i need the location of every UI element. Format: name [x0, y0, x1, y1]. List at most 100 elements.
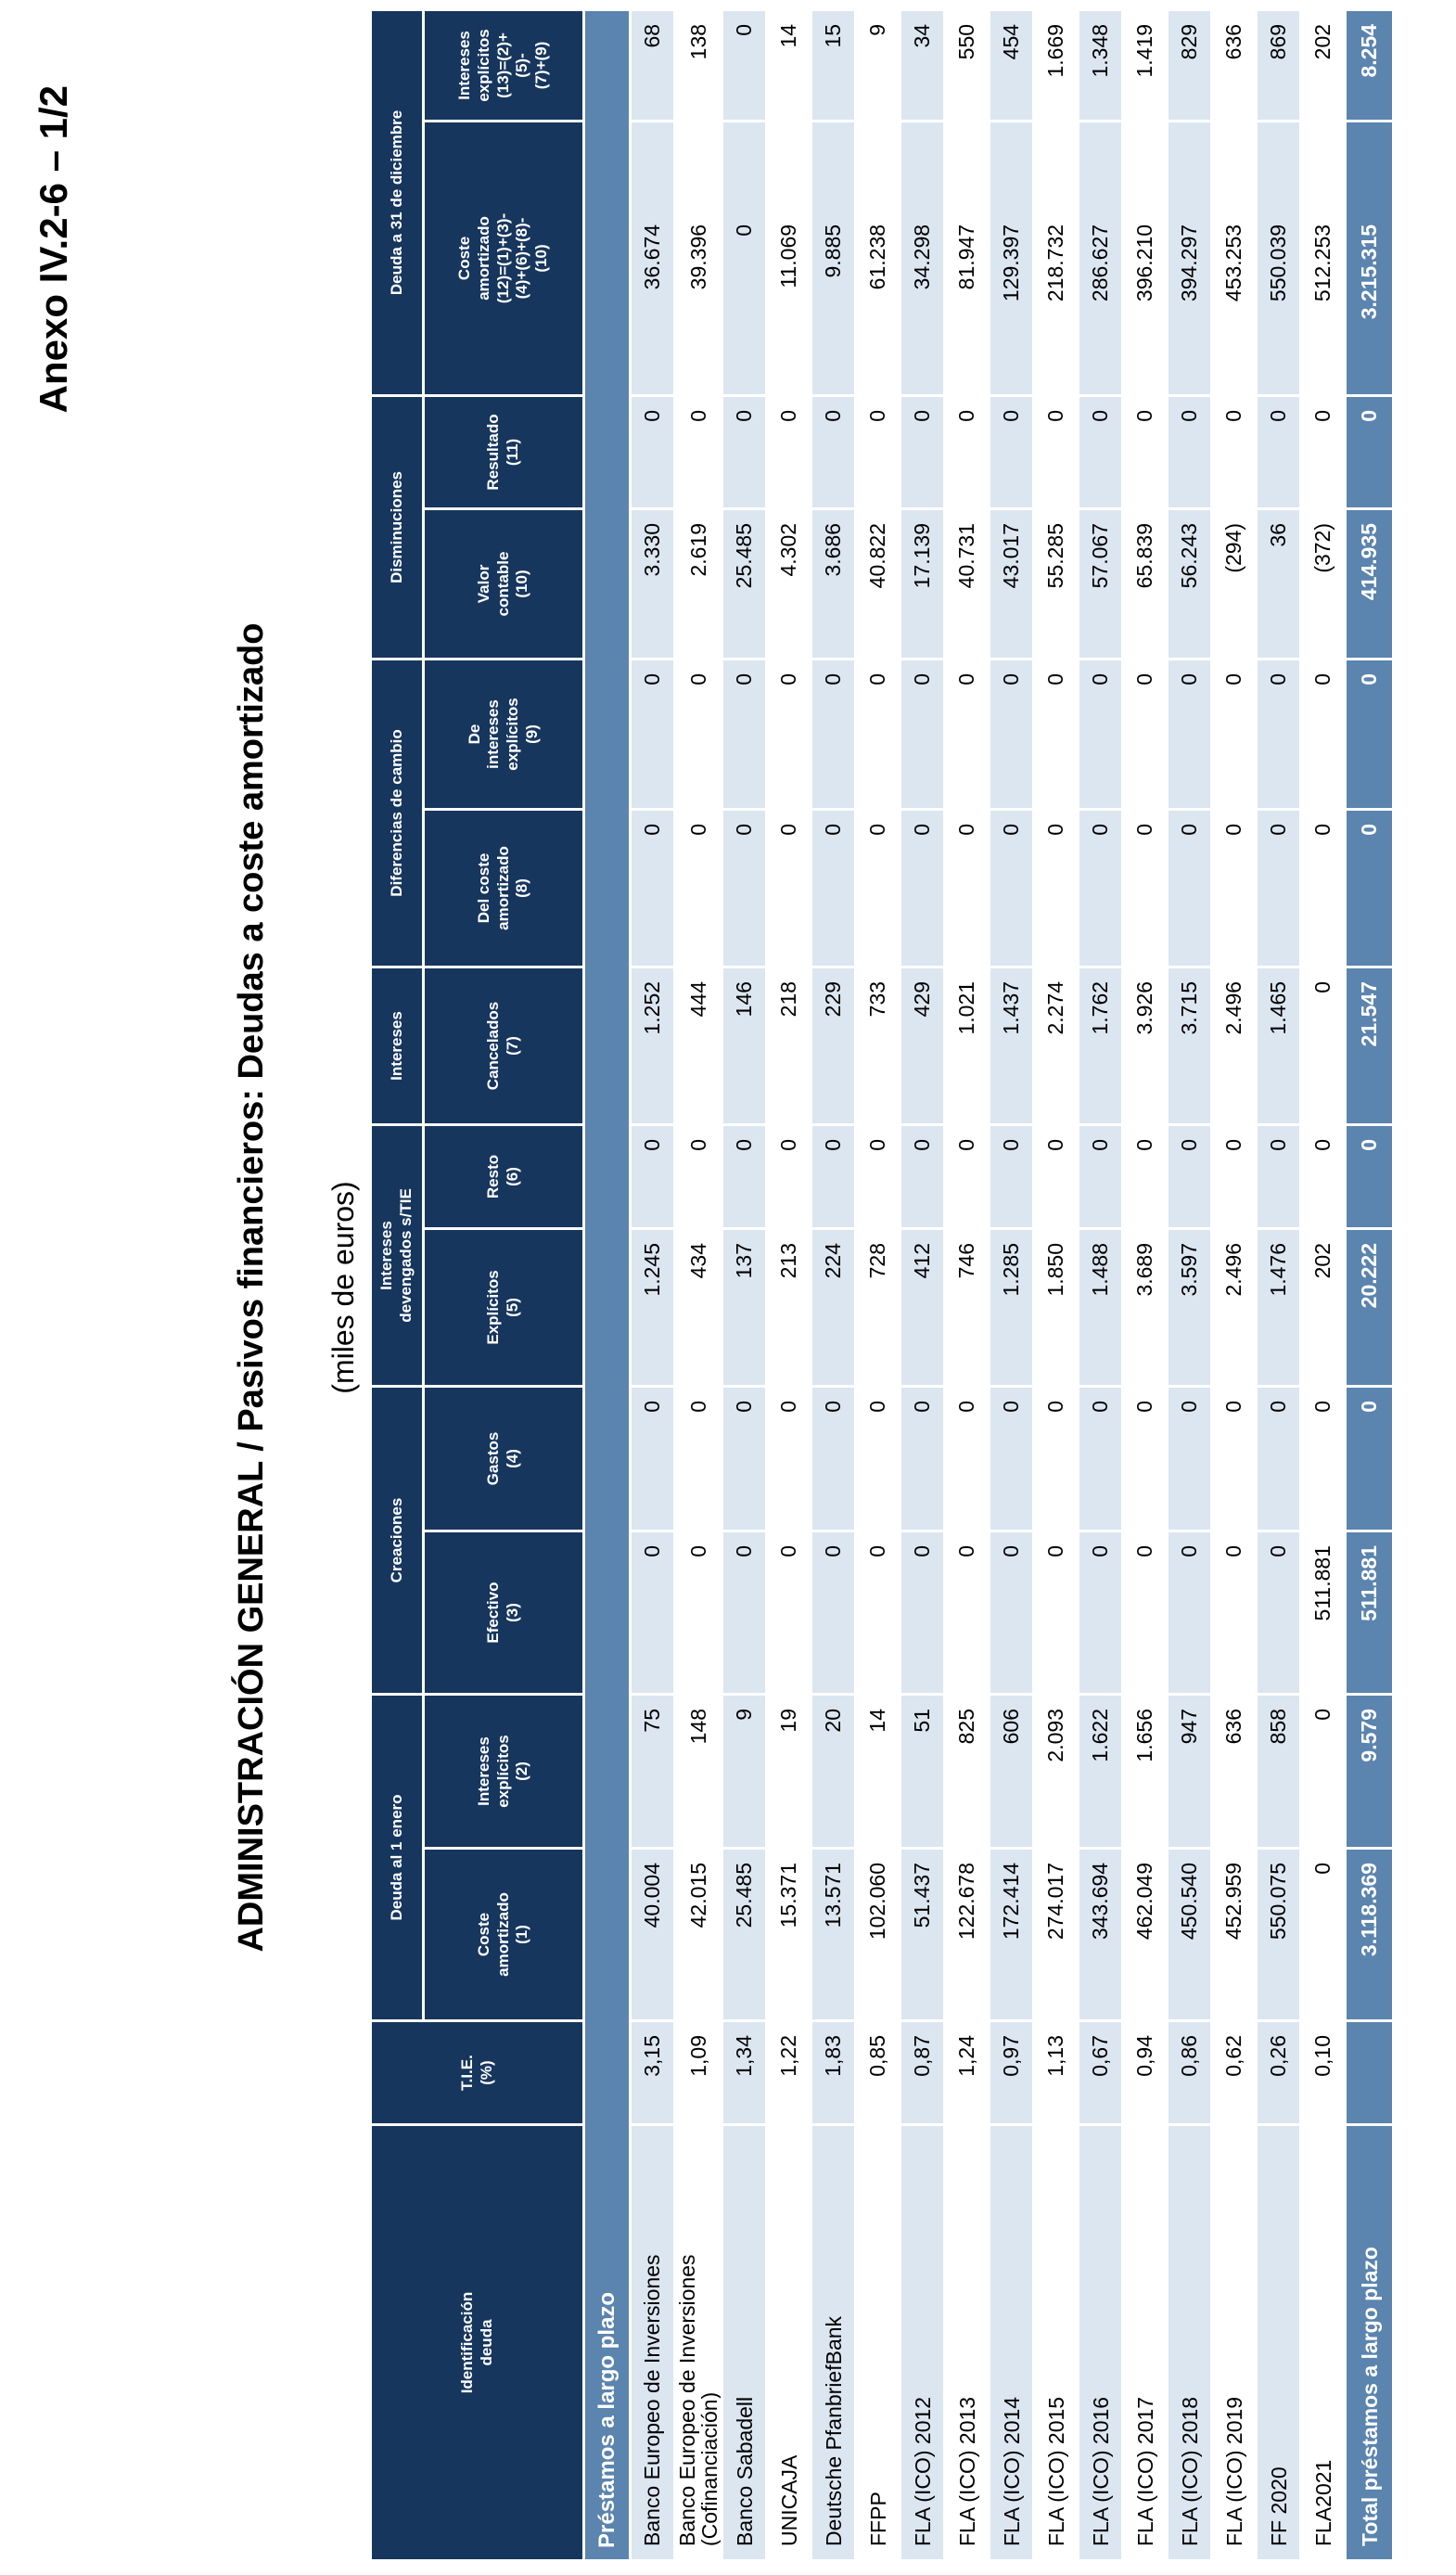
- section-label: Préstamos a largo plazo: [583, 9, 631, 2561]
- value-cell-col10: 17.139: [900, 508, 945, 660]
- value-cell-col8: 0: [989, 809, 1034, 967]
- value-cell-col6: 0: [989, 1124, 1034, 1229]
- table-row: FLA (ICO) 2013 1,24 122.678 825 0 0 746 0 1.021 0…: [944, 9, 990, 2561]
- value-cell-col13: 1.669: [1033, 9, 1079, 122]
- total-value-cell-col13: 8.254: [1345, 9, 1394, 122]
- debt-name-cell: FLA (ICO) 2013: [944, 2124, 990, 2561]
- value-cell-col12: 512.253: [1300, 121, 1346, 396]
- value-cell-col1: 343.694: [1078, 1848, 1123, 2021]
- value-cell-col2: 75: [630, 1694, 675, 1849]
- value-cell-col11: 0: [1078, 395, 1123, 509]
- value-cell-col13: 68: [630, 9, 675, 122]
- value-cell-col5: 434: [674, 1228, 722, 1387]
- value-cell-col9: 0: [989, 659, 1034, 810]
- debt-name-cell: FLA (ICO) 2016: [1078, 2124, 1123, 2561]
- value-cell-col13: 15: [811, 9, 856, 122]
- value-cell-col13: 869: [1256, 9, 1301, 122]
- value-cell-col12: 34.298: [900, 121, 945, 396]
- value-cell-col4: 0: [766, 1386, 811, 1531]
- tie-percent-cell: 0,67: [1078, 2020, 1123, 2125]
- value-cell-col1: 51.437: [900, 1848, 945, 2021]
- value-cell-col6: 0: [1122, 1124, 1168, 1229]
- value-cell-col2: 148: [674, 1694, 722, 1849]
- value-cell-col11: 0: [1300, 395, 1346, 509]
- tie-percent-cell: 0,10: [1300, 2020, 1346, 2125]
- total-label-cell: Total préstamos a largo plazo: [1345, 2124, 1394, 2561]
- value-cell-col7: 429: [900, 967, 945, 1125]
- header-tie: T.I.E. (%): [370, 2020, 584, 2125]
- value-cell-col9: 0: [1300, 659, 1346, 810]
- table-row: Banco Sabadell 1,34 25.485 9 0 0 137 0 146 0 0 25.4…: [722, 9, 767, 2561]
- value-cell-col10: 4.302: [766, 508, 811, 660]
- value-cell-col2: 1.656: [1122, 1694, 1168, 1849]
- value-cell-col11: 0: [1211, 395, 1257, 509]
- value-cell-col8: 0: [1078, 809, 1123, 967]
- value-cell-col5: 2.496: [1211, 1228, 1257, 1387]
- value-cell-col6: 0: [900, 1124, 945, 1229]
- table-row: UNICAJA 1,22 15.371 19 0 0 213 0 218 0 0 4.302 0 11.0…: [766, 9, 811, 2561]
- group-header-creaciones: Creaciones: [370, 1386, 424, 1695]
- value-cell-col7: 1.252: [630, 967, 675, 1125]
- debt-name-cell: Banco Sabadell: [722, 2124, 767, 2561]
- header-resultado-11: Resultado (11): [423, 395, 584, 509]
- total-value-cell-col2: 9.579: [1345, 1694, 1394, 1849]
- value-cell-col10: 3.330: [630, 508, 675, 660]
- value-cell-col11: 0: [1256, 395, 1301, 509]
- table-row: Banco Europeo de Inversiones (Cofinancia…: [674, 9, 722, 2561]
- tie-percent-cell: 3,15: [630, 2020, 675, 2125]
- value-cell-col4: 0: [1167, 1386, 1212, 1531]
- total-value-cell-col7: 21.547: [1345, 967, 1394, 1125]
- value-cell-col3: 0: [630, 1531, 675, 1695]
- value-cell-col10: 25.485: [722, 508, 767, 660]
- value-cell-col13: 138: [674, 9, 722, 122]
- table-row: FLA (ICO) 2018 0,86 450.540 947 0 0 3.597 0 3.71…: [1167, 9, 1212, 2561]
- value-cell-col7: 1.465: [1256, 967, 1301, 1125]
- value-cell-col1: 550.075: [1256, 1848, 1301, 2021]
- value-cell-col11: 0: [722, 395, 767, 509]
- value-cell-col12: 61.238: [855, 121, 900, 396]
- table-row: FLA (ICO) 2014 0,97 172.414 606 0 0 1.285 0 1.43…: [989, 9, 1034, 2561]
- value-cell-col11: 0: [811, 395, 856, 509]
- value-cell-col2: 947: [1167, 1694, 1212, 1849]
- tie-percent-cell: 1,83: [811, 2020, 856, 2125]
- value-cell-col3: 0: [989, 1531, 1034, 1695]
- value-cell-col2: 636: [1211, 1694, 1257, 1849]
- header-resto-6: Resto (6): [423, 1124, 584, 1229]
- value-cell-col12: 0: [722, 121, 767, 396]
- value-cell-col10: (372): [1300, 508, 1346, 660]
- value-cell-col2: 51: [900, 1694, 945, 1849]
- value-cell-col9: 0: [900, 659, 945, 810]
- value-cell-col11: 0: [766, 395, 811, 509]
- value-cell-col8: 0: [811, 809, 856, 967]
- value-cell-col3: 0: [1167, 1531, 1212, 1695]
- value-cell-col2: 20: [811, 1694, 856, 1849]
- table-header: Identificación deuda T.I.E. (%) Deuda al…: [370, 9, 584, 2561]
- value-cell-col9: 0: [811, 659, 856, 810]
- value-cell-col13: 0: [722, 9, 767, 122]
- total-value-cell-col6: 0: [1345, 1124, 1394, 1229]
- group-header-intereses-devengados: Intereses devengados s/TIE: [370, 1124, 424, 1387]
- header-coste-amortizado-12: Coste amortizado (12)=(1)+(3)- (4)+(6)+(…: [423, 121, 584, 396]
- tie-percent-cell: 1,13: [1033, 2020, 1079, 2125]
- total-row: Total préstamos a largo plazo 3.118.369 9.…: [1345, 9, 1394, 2561]
- value-cell-col1: 122.678: [944, 1848, 990, 2021]
- value-cell-col5: 728: [855, 1228, 900, 1387]
- tie-percent-cell: 0,97: [989, 2020, 1034, 2125]
- value-cell-col6: 0: [1033, 1124, 1079, 1229]
- value-cell-col1: 0: [1300, 1848, 1346, 2021]
- total-value-cell-col5: 20.222: [1345, 1228, 1394, 1387]
- header-gastos-4: Gastos (4): [423, 1386, 584, 1531]
- value-cell-col7: 229: [811, 967, 856, 1125]
- value-cell-col9: 0: [1078, 659, 1123, 810]
- value-cell-col11: 0: [630, 395, 675, 509]
- group-header-diferencias-cambio: Diferencias de cambio: [370, 659, 424, 967]
- value-cell-col10: 43.017: [989, 508, 1034, 660]
- value-cell-col7: 444: [674, 967, 722, 1125]
- value-cell-col7: 2.274: [1033, 967, 1079, 1125]
- value-cell-col7: 733: [855, 967, 900, 1125]
- value-cell-col8: 0: [900, 809, 945, 967]
- value-cell-col8: 0: [630, 809, 675, 967]
- header-cancelados-7: Cancelados (7): [423, 967, 584, 1125]
- value-cell-col12: 39.396: [674, 121, 722, 396]
